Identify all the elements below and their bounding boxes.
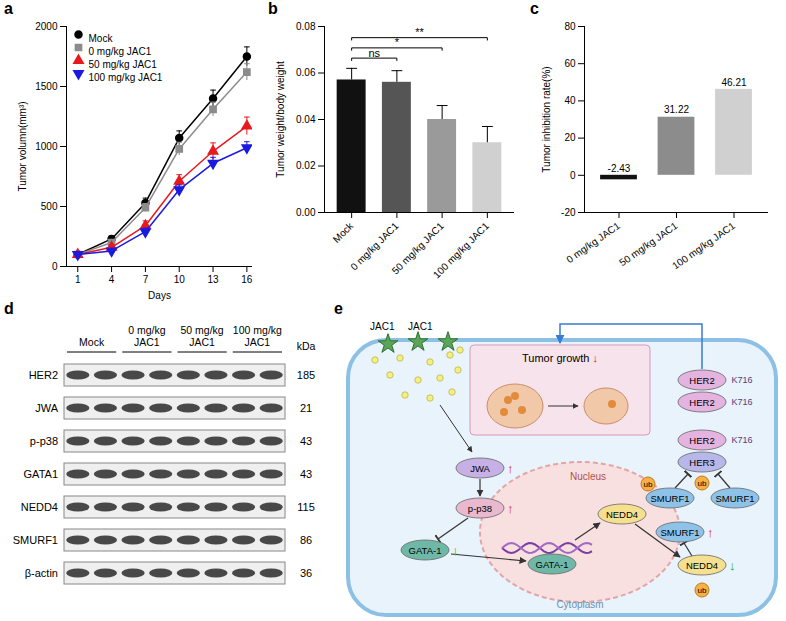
- svg-text:0 mg/kg JAC1: 0 mg/kg JAC1: [564, 220, 622, 265]
- svg-text:0.00: 0.00: [296, 207, 316, 218]
- svg-text:NEDD4: NEDD4: [606, 509, 638, 520]
- svg-text:JWA: JWA: [470, 463, 490, 474]
- html-text:e: e: [334, 300, 343, 317]
- svg-text:HER2: HER2: [689, 375, 714, 386]
- svg-text:Tumor volumn(mm³): Tumor volumn(mm³): [17, 101, 28, 191]
- svg-text:↑: ↑: [707, 525, 714, 540]
- svg-text:K716: K716: [731, 397, 752, 407]
- svg-text:Mock: Mock: [79, 336, 105, 348]
- svg-text:Mock: Mock: [89, 33, 114, 44]
- svg-text:p-p38: p-p38: [468, 503, 492, 514]
- svg-text:-20: -20: [561, 207, 576, 218]
- svg-text:SMURF1: SMURF1: [13, 534, 58, 546]
- svg-text:46.21: 46.21: [721, 77, 746, 88]
- svg-text:0 mg/kg JAC1: 0 mg/kg JAC1: [89, 46, 152, 57]
- svg-text:↓: ↓: [452, 543, 459, 558]
- svg-text:31.22: 31.22: [664, 104, 689, 115]
- svg-text:p-p38: p-p38: [30, 435, 58, 447]
- svg-text:7: 7: [143, 274, 149, 285]
- svg-text:ub: ub: [698, 479, 707, 488]
- svg-text:↑: ↑: [507, 461, 514, 476]
- svg-text:20: 20: [564, 132, 576, 143]
- svg-text:GATA-1: GATA-1: [409, 545, 442, 556]
- svg-text:Mock: Mock: [331, 220, 356, 245]
- svg-text:2000: 2000: [35, 21, 58, 32]
- svg-text:HER2: HER2: [689, 435, 714, 446]
- html-text:c: c: [530, 0, 539, 17]
- svg-text:100 mg/kg: 100 mg/kg: [233, 324, 282, 336]
- svg-text:K716: K716: [731, 435, 752, 445]
- svg-text:Days: Days: [148, 290, 171, 301]
- svg-text:JAC1: JAC1: [408, 321, 433, 332]
- svg-text:0 mg/kg: 0 mg/kg: [128, 324, 166, 336]
- svg-text:50 mg/kg JAC1: 50 mg/kg JAC1: [617, 220, 680, 268]
- svg-text:β-actin: β-actin: [25, 567, 58, 579]
- svg-text:Tumor inhibition rate(%): Tumor inhibition rate(%): [541, 66, 552, 172]
- svg-text:Cytoplasm: Cytoplasm: [556, 599, 603, 610]
- svg-text:Tumor weight/body weight: Tumor weight/body weight: [275, 61, 286, 178]
- svg-text:43: 43: [300, 468, 312, 480]
- svg-text:1000: 1000: [35, 141, 58, 152]
- svg-text:JWA: JWA: [35, 402, 58, 414]
- svg-text:NEDD4: NEDD4: [21, 501, 58, 513]
- svg-text:50 mg/kg JAC1: 50 mg/kg JAC1: [89, 59, 158, 70]
- html-text:b: b: [268, 0, 278, 17]
- svg-text:50 mg/kg: 50 mg/kg: [181, 324, 224, 336]
- svg-text:GATA-1: GATA-1: [536, 559, 569, 570]
- svg-text:1500: 1500: [35, 81, 58, 92]
- svg-text:JAC1: JAC1: [134, 336, 160, 348]
- svg-text:80: 80: [564, 21, 576, 32]
- svg-text:SMURF1: SMURF1: [715, 493, 754, 504]
- svg-text:*: *: [395, 36, 400, 48]
- svg-text:10: 10: [174, 274, 186, 285]
- svg-text:NEDD4: NEDD4: [686, 560, 718, 571]
- svg-text:↓: ↓: [729, 558, 736, 573]
- svg-text:185: 185: [297, 369, 315, 381]
- svg-text:0.08: 0.08: [296, 21, 316, 32]
- svg-text:43: 43: [300, 435, 312, 447]
- svg-text:115: 115: [297, 501, 315, 513]
- svg-text:K716: K716: [731, 375, 752, 385]
- svg-text:Tumor growth ↓: Tumor growth ↓: [522, 352, 598, 364]
- html-text:d: d: [4, 300, 14, 317]
- svg-text:4: 4: [109, 274, 115, 285]
- svg-text:ub: ub: [644, 480, 653, 489]
- svg-text:HER3: HER3: [689, 457, 714, 468]
- svg-text:HER2: HER2: [29, 369, 58, 381]
- svg-text:↑: ↑: [507, 501, 514, 516]
- svg-text:JAC1: JAC1: [370, 321, 395, 332]
- svg-text:ub: ub: [698, 586, 707, 595]
- svg-text:0.02: 0.02: [296, 160, 316, 171]
- svg-text:-2.43: -2.43: [608, 163, 631, 174]
- svg-text:40: 40: [564, 95, 576, 106]
- svg-text:GATA1: GATA1: [24, 468, 58, 480]
- svg-text:SMURF1: SMURF1: [650, 493, 689, 504]
- svg-text:**: **: [415, 26, 424, 38]
- svg-text:JAC1: JAC1: [245, 336, 271, 348]
- svg-text:1: 1: [75, 274, 81, 285]
- svg-text:0 mg/kg JAC1: 0 mg/kg JAC1: [348, 220, 401, 273]
- html-text:a: a: [4, 0, 13, 17]
- svg-text:86: 86: [300, 534, 312, 546]
- svg-text:36: 36: [300, 567, 312, 579]
- svg-text:100 mg/kg JAC1: 100 mg/kg JAC1: [89, 72, 163, 83]
- svg-text:kDa: kDa: [297, 340, 316, 352]
- svg-text:0.06: 0.06: [296, 67, 316, 78]
- svg-text:SMURF1: SMURF1: [660, 527, 699, 538]
- svg-text:16: 16: [241, 274, 253, 285]
- svg-text:60: 60: [564, 58, 576, 69]
- svg-text:21: 21: [300, 402, 312, 414]
- svg-text:500: 500: [41, 201, 58, 212]
- svg-text:HER2: HER2: [689, 397, 714, 408]
- svg-text:0: 0: [52, 261, 58, 272]
- svg-text:0.04: 0.04: [296, 114, 316, 125]
- svg-text:100 mg/kg JAC1: 100 mg/kg JAC1: [670, 220, 737, 272]
- svg-text:Nucleus: Nucleus: [570, 471, 606, 482]
- svg-text:0: 0: [570, 170, 576, 181]
- svg-text:13: 13: [207, 274, 219, 285]
- svg-text:JAC1: JAC1: [189, 336, 215, 348]
- svg-text:50 mg/kg JAC1: 50 mg/kg JAC1: [389, 220, 446, 277]
- svg-text:100 mg/kg JAC1: 100 mg/kg JAC1: [431, 220, 491, 280]
- svg-text:ns: ns: [368, 47, 380, 59]
